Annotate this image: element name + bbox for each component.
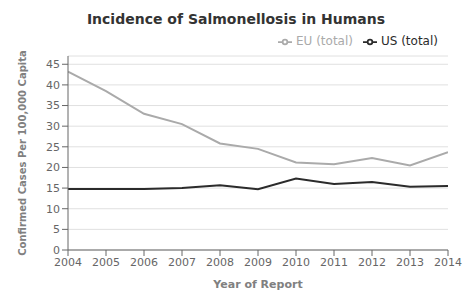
svg-text:2011: 2011 [320, 256, 348, 269]
svg-text:2005: 2005 [92, 256, 120, 269]
svg-text:2004: 2004 [54, 256, 82, 269]
svg-text:0: 0 [53, 244, 60, 257]
svg-text:Year of Report: Year of Report [212, 278, 302, 291]
svg-text:2012: 2012 [358, 256, 386, 269]
svg-text:5: 5 [53, 223, 60, 236]
html-text:US (total): US (total) [381, 34, 438, 48]
svg-text:2008: 2008 [206, 256, 234, 269]
html-text:Incidence of Salmonellosis in: Incidence of Salmonellosis in Humans [86, 11, 386, 27]
html-text:EU (total): EU (total) [296, 34, 353, 48]
svg-text:Confirmed Cases Per 100,000 Ca: Confirmed Cases Per 100,000 Capita [17, 50, 28, 256]
svg-text:15: 15 [46, 182, 60, 195]
svg-text:2014: 2014 [434, 256, 462, 269]
svg-text:2006: 2006 [130, 256, 158, 269]
svg-text:20: 20 [46, 161, 60, 174]
svg-text:30: 30 [46, 120, 60, 133]
svg-text:2007: 2007 [168, 256, 196, 269]
svg-text:2010: 2010 [282, 256, 310, 269]
svg-text:40: 40 [46, 79, 60, 92]
svg-text:2009: 2009 [244, 256, 272, 269]
svg-text:10: 10 [46, 203, 60, 216]
svg-text:25: 25 [46, 141, 60, 154]
svg-text:2013: 2013 [396, 256, 424, 269]
svg-text:45: 45 [46, 58, 60, 71]
svg-text:35: 35 [46, 99, 60, 112]
